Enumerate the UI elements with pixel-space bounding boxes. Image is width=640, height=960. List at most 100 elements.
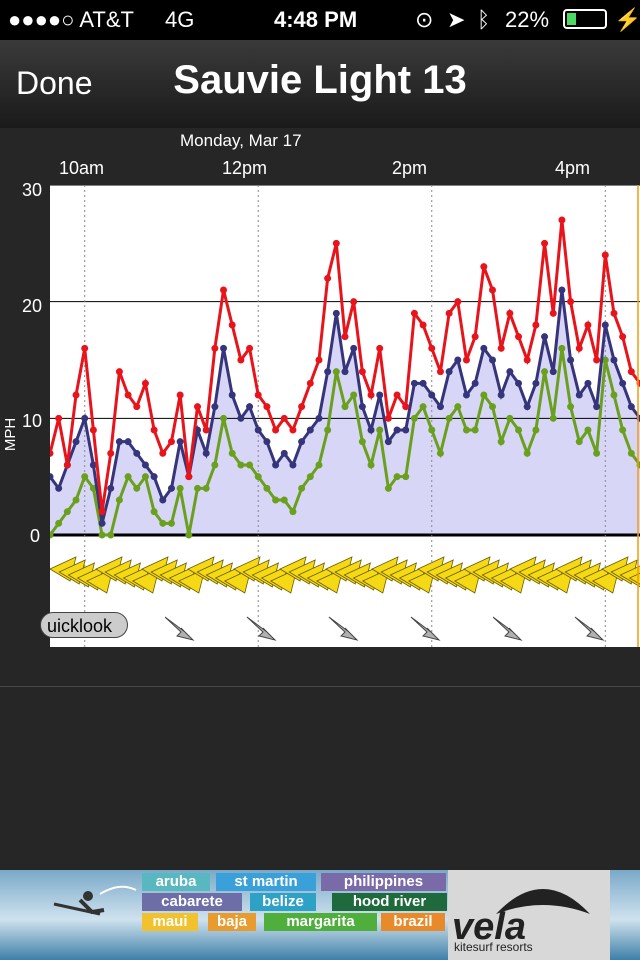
- data-point-gust: [246, 344, 254, 352]
- data-point-lull: [315, 461, 323, 469]
- data-point-gust: [98, 508, 106, 516]
- data-point-gust: [584, 321, 592, 329]
- data-point-gust: [150, 426, 158, 434]
- data-point-average: [202, 449, 210, 457]
- ad-tag-margarita[interactable]: margarita: [264, 913, 377, 931]
- ad-tag-philippines[interactable]: philippines: [321, 873, 446, 891]
- data-point-average: [393, 426, 401, 434]
- ad-tag-aruba[interactable]: aruba: [142, 873, 210, 891]
- data-point-average: [419, 379, 427, 387]
- data-point-gust: [81, 344, 89, 352]
- data-point-lull: [549, 414, 557, 422]
- data-point-gust: [133, 403, 141, 411]
- data-point-gust: [228, 321, 236, 329]
- data-point-lull: [567, 403, 575, 411]
- data-point-lull: [593, 449, 601, 457]
- data-point-average: [410, 379, 418, 387]
- data-point-average: [306, 426, 314, 434]
- data-point-lull: [471, 426, 479, 434]
- data-point-gust: [89, 426, 97, 434]
- data-point-average: [532, 379, 540, 387]
- data-point-gust: [324, 274, 332, 282]
- data-point-average: [619, 379, 627, 387]
- data-point-average: [280, 449, 288, 457]
- data-point-gust: [532, 321, 540, 329]
- data-point-gust: [298, 403, 306, 411]
- data-point-average: [575, 391, 583, 399]
- data-point-lull: [81, 473, 89, 481]
- data-point-average: [324, 368, 332, 376]
- quicklook-button[interactable]: uicklook: [40, 612, 128, 638]
- data-point-gust: [194, 403, 201, 411]
- ad-tag-belize[interactable]: belize: [250, 893, 316, 911]
- data-point-lull: [133, 484, 141, 492]
- data-point-gust: [471, 333, 479, 341]
- data-point-average: [462, 391, 470, 399]
- data-point-gust: [237, 356, 245, 364]
- divider: [0, 686, 640, 687]
- data-point-average: [523, 403, 531, 411]
- ad-tag-maui[interactable]: maui: [142, 913, 198, 931]
- data-point-lull: [107, 531, 115, 539]
- carrier-label: ●●●●○ AT&T: [8, 7, 134, 32]
- wind-direction-arrow: [246, 616, 277, 641]
- data-point-lull: [541, 368, 549, 376]
- data-point-lull: [402, 473, 410, 481]
- ad-tag-st-martin[interactable]: st martin: [216, 873, 316, 891]
- data-point-lull: [436, 449, 444, 457]
- data-point-average: [358, 403, 366, 411]
- data-point-gust: [480, 263, 488, 271]
- data-point-gust: [46, 449, 54, 457]
- data-point-lull: [428, 426, 436, 434]
- data-point-gust: [489, 286, 496, 294]
- data-point-gust: [72, 391, 80, 399]
- data-point-average: [549, 368, 557, 376]
- data-point-average: [115, 438, 123, 446]
- data-point-gust: [263, 403, 271, 411]
- data-point-average: [124, 438, 132, 446]
- data-point-lull: [350, 391, 358, 399]
- data-point-gust: [272, 426, 280, 434]
- kite-icon: [496, 889, 590, 914]
- data-point-lull: [141, 473, 149, 481]
- data-point-gust: [350, 298, 358, 306]
- data-point-lull: [254, 473, 262, 481]
- y-tick-label: 20: [22, 296, 43, 316]
- data-point-lull: [358, 438, 366, 446]
- ad-tag-brazil[interactable]: brazil: [381, 913, 445, 931]
- data-point-average: [315, 414, 323, 422]
- data-point-average: [376, 391, 384, 399]
- x-tick-label: 2pm: [392, 158, 428, 178]
- data-point-lull: [272, 496, 280, 504]
- data-point-lull: [124, 473, 132, 481]
- ad-tag-baja[interactable]: baja: [208, 913, 256, 931]
- data-point-lull: [194, 484, 201, 492]
- done-button[interactable]: Done: [16, 65, 93, 101]
- location-icon: ➤: [447, 7, 466, 32]
- data-point-average: [254, 426, 262, 434]
- data-point-average: [107, 484, 115, 492]
- navigation-bar: Done Sauvie Light 13: [0, 40, 640, 128]
- data-point-lull: [558, 344, 566, 352]
- data-point-average: [350, 344, 358, 352]
- ad-tag-hood-river[interactable]: hood river: [332, 893, 447, 911]
- data-point-gust: [107, 449, 115, 457]
- data-point-gust: [541, 239, 549, 247]
- data-point-lull: [532, 426, 540, 434]
- ad-tag-cabarete[interactable]: cabarete: [142, 893, 242, 911]
- data-point-average: [610, 356, 618, 364]
- wind-chart: [46, 184, 640, 647]
- data-point-lull: [610, 391, 618, 399]
- network-label: 4G: [165, 7, 195, 32]
- data-point-gust: [306, 379, 314, 387]
- data-point-lull: [506, 414, 514, 422]
- vela-logo-box[interactable]: [448, 870, 610, 960]
- data-point-lull: [324, 426, 332, 434]
- data-point-average: [428, 391, 436, 399]
- data-point-gust: [254, 391, 262, 399]
- data-point-average: [228, 391, 236, 399]
- data-point-average: [81, 414, 89, 422]
- data-point-gust: [627, 368, 635, 376]
- data-point-lull: [228, 449, 236, 457]
- data-point-lull: [627, 449, 635, 457]
